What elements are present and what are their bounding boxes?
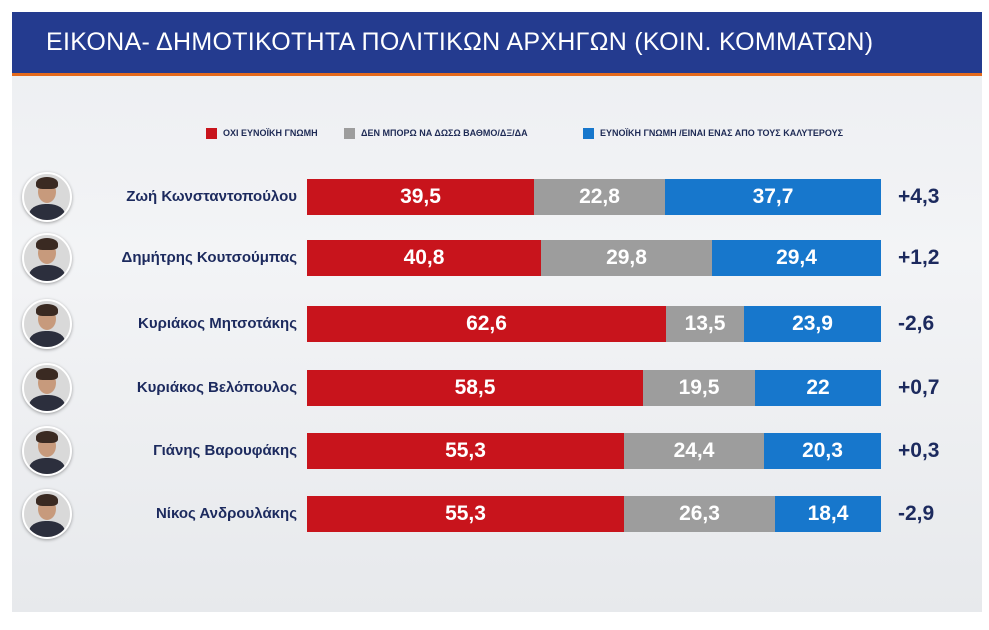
chart-title: ΕΙΚΟΝΑ- ΔΗΜΟΤΙΚΟΤΗΤΑ ΠΟΛΙΤΙΚΩΝ ΑΡΧΗΓΩΝ (… — [46, 28, 874, 56]
legend-item: ΔΕΝ ΜΠΟΡΩ ΝΑ ΔΩΣΩ ΒΑΘΜΟ/ΔΞ/ΔΑ — [344, 124, 528, 142]
title-bar: ΕΙΚΟΝΑ- ΔΗΜΟΤΙΚΟΤΗΤΑ ΠΟΛΙΤΙΚΩΝ ΑΡΧΗΓΩΝ (… — [12, 12, 982, 76]
avatar — [22, 426, 72, 476]
chart-row: Γιάνης Βαρουφάκης 55,3 24,4 20,3 +0,3 — [12, 426, 982, 476]
chart-row: Κυριάκος Βελόπουλος 58,5 19,5 22 +0,7 — [12, 363, 982, 413]
legend-label: ΕΥΝΟΪΚΗ ΓΝΩΜΗ /ΕΙΝΑΙ ΕΝΑΣ ΑΠΟ ΤΟΥΣ ΚΑΛΥΤ… — [600, 128, 844, 138]
bar-segment: 22,8 — [534, 179, 665, 215]
bar-segment: 37,7 — [665, 179, 881, 215]
change-label: +0,7 — [898, 376, 940, 399]
category-label: Νίκος Ανδρουλάκης — [155, 505, 297, 522]
avatar — [22, 172, 72, 222]
bar-segment: 55,3 — [307, 496, 624, 532]
avatar-hair — [36, 238, 58, 250]
avatar-body — [29, 458, 65, 474]
category-label: Γιάνης Βαρουφάκης — [153, 442, 297, 459]
category-label: Δημήτρης Κουτσούμπας — [121, 249, 297, 266]
bar-segment: 55,3 — [307, 433, 624, 469]
change-label: -2,6 — [898, 312, 935, 335]
legend-swatch — [583, 127, 594, 139]
avatar-body — [29, 331, 65, 347]
avatar — [22, 489, 72, 539]
avatar — [22, 233, 72, 283]
category-label: Κυριάκος Βελόπουλος — [136, 379, 297, 396]
bar-segment: 20,3 — [764, 433, 881, 469]
avatar-body — [29, 265, 65, 281]
avatar-body — [29, 204, 65, 220]
avatar-hair — [36, 368, 58, 380]
bar-segment: 40,8 — [307, 240, 541, 276]
legend-label: ΔΕΝ ΜΠΟΡΩ ΝΑ ΔΩΣΩ ΒΑΘΜΟ/ΔΞ/ΔΑ — [361, 128, 528, 138]
category-label: Ζωή Κωνσταντοπούλου — [126, 188, 297, 205]
legend-swatch — [206, 127, 217, 139]
avatar-body — [29, 395, 65, 411]
legend-item: ΟΧΙ ΕΥΝΟΪΚΗ ΓΝΩΜΗ — [206, 124, 318, 142]
legend-label: ΟΧΙ ΕΥΝΟΪΚΗ ΓΝΩΜΗ — [223, 128, 318, 138]
bar-segment: 23,9 — [744, 306, 881, 342]
category-label: Κυριάκος Μητσοτάκης — [138, 315, 297, 332]
bar-segment: 29,8 — [541, 240, 712, 276]
chart-row: Νίκος Ανδρουλάκης 55,3 26,3 18,4 -2,9 — [12, 489, 982, 539]
stacked-bar: 58,5 19,5 22 — [307, 370, 881, 406]
stacked-bar: 40,8 29,8 29,4 — [307, 240, 881, 276]
avatar-hair — [36, 304, 58, 316]
chart-row: Ζωή Κωνσταντοπούλου 39,5 22,8 37,7 +4,3 — [12, 172, 982, 222]
bar-segment: 39,5 — [307, 179, 534, 215]
chart-rows: Ζωή Κωνσταντοπούλου 39,5 22,8 37,7 +4,3 Δημήτ… — [12, 12, 982, 612]
stacked-bar: 55,3 24,4 20,3 — [307, 433, 881, 469]
bar-segment: 29,4 — [712, 240, 881, 276]
bar-segment: 18,4 — [775, 496, 881, 532]
avatar-hair — [36, 431, 58, 443]
change-label: -2,9 — [898, 502, 935, 525]
bar-segment: 26,3 — [624, 496, 775, 532]
avatar-body — [29, 521, 65, 537]
change-label: +0,3 — [898, 439, 940, 462]
legend-swatch — [344, 127, 355, 139]
chart-frame: ΕΙΚΟΝΑ- ΔΗΜΟΤΙΚΟΤΗΤΑ ΠΟΛΙΤΙΚΩΝ ΑΡΧΗΓΩΝ (… — [12, 12, 982, 612]
stacked-bar: 55,3 26,3 18,4 — [307, 496, 881, 532]
bar-segment: 19,5 — [643, 370, 755, 406]
legend: ΟΧΙ ΕΥΝΟΪΚΗ ΓΝΩΜΗ ΔΕΝ ΜΠΟΡΩ ΝΑ ΔΩΣΩ ΒΑΘΜΟ… — [12, 124, 982, 142]
chart-row: Δημήτρης Κουτσούμπας 40,8 29,8 29,4 +1,2 — [12, 233, 982, 283]
bar-segment: 22 — [755, 370, 881, 406]
change-label: +4,3 — [898, 185, 940, 208]
legend-item: ΕΥΝΟΪΚΗ ΓΝΩΜΗ /ΕΙΝΑΙ ΕΝΑΣ ΑΠΟ ΤΟΥΣ ΚΑΛΥΤ… — [583, 124, 843, 142]
stacked-bar: 39,5 22,8 37,7 — [307, 179, 881, 215]
bar-segment: 58,5 — [307, 370, 643, 406]
bar-segment: 13,5 — [666, 306, 744, 342]
bar-segment: 62,6 — [307, 306, 666, 342]
avatar-hair — [36, 494, 58, 506]
change-label: +1,2 — [898, 246, 940, 269]
chart-row: Κυριάκος Μητσοτάκης 62,6 13,5 23,9 -2,6 — [12, 299, 982, 349]
avatar-hair — [36, 177, 58, 189]
stacked-bar: 62,6 13,5 23,9 — [307, 306, 881, 342]
bar-segment: 24,4 — [624, 433, 764, 469]
avatar — [22, 363, 72, 413]
avatar — [22, 299, 72, 349]
